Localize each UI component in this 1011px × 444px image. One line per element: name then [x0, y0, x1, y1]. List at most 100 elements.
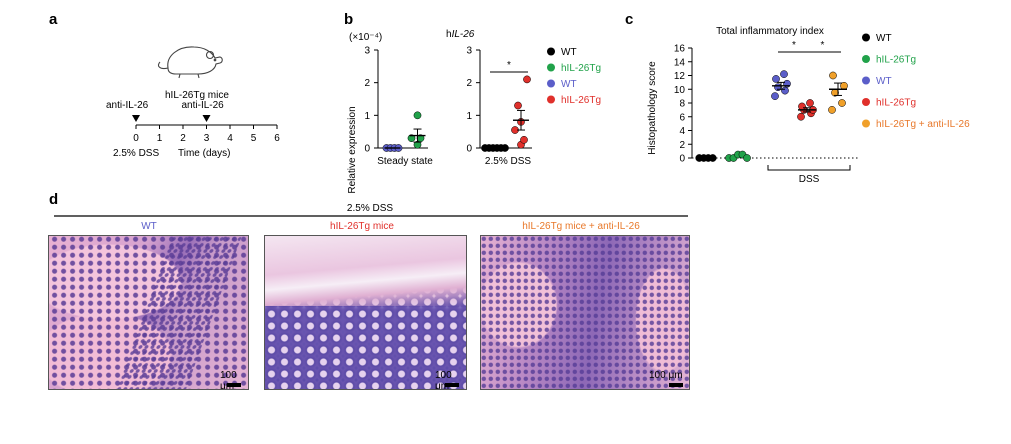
legend-label: WT — [876, 76, 892, 87]
timeline-tick-label: 3 — [204, 133, 210, 144]
y-tick-label: 10 — [674, 85, 686, 96]
y-tick-label: 3 — [364, 46, 370, 57]
panel-b-legend: WT hIL-26Tg WT hIL-26Tg — [547, 47, 601, 106]
micrograph-hil26tg: 100 μm — [264, 235, 467, 390]
legend-label: hIL-26Tg — [876, 55, 916, 66]
y-tick-label: 3 — [466, 46, 472, 57]
panel-c-plot: 0 2 4 6 8 10 12 14 16 * * DSS — [674, 40, 858, 185]
data-point — [806, 99, 814, 107]
y-tick-label: 2 — [364, 78, 370, 89]
image-title-hil26tg-anti: hIL-26Tg mice + anti-IL-26 — [522, 221, 640, 232]
data-point — [828, 106, 836, 114]
y-axis-label-c: Histopathology score — [647, 61, 658, 155]
legend-label: hIL-26Tg + anti-IL-26 — [876, 119, 970, 130]
scale-label-hil26tg-anti: 100 μm — [649, 370, 683, 381]
x-axis-label: Steady state — [377, 156, 433, 167]
timeline-tick-label: 6 — [274, 133, 280, 144]
legend-marker — [862, 55, 870, 63]
legend-marker — [547, 95, 555, 104]
legend-label: WT — [561, 79, 577, 90]
timeline-tick-label: 1 — [157, 133, 163, 144]
y-axis-label-b: Relative expression — [347, 106, 358, 193]
micrograph-wt: 100 μm — [48, 235, 249, 390]
panel-letter-c: c — [625, 11, 633, 28]
image-title-wt: WT — [141, 221, 157, 232]
y-tick-label: 2 — [466, 78, 472, 89]
data-point — [523, 75, 531, 84]
y-tick-label: 0 — [364, 144, 370, 155]
data-point — [771, 92, 779, 100]
timeline-tick-label: 2 — [180, 133, 186, 144]
mouse-label: hIL-26Tg mice — [165, 90, 229, 101]
significance-star: * — [507, 60, 511, 71]
timeline-tick-label: 0 — [133, 133, 139, 144]
data-point — [781, 86, 789, 95]
data-point — [708, 154, 717, 162]
mouse-icon — [157, 46, 223, 79]
y-tick-label: 4 — [679, 126, 685, 137]
data-point — [514, 101, 522, 110]
legend-label: hIL-26Tg — [561, 95, 601, 106]
data-point — [829, 71, 837, 80]
panel-c-legend: WT hIL-26Tg WT hIL-26Tg hIL-26Tg + anti-IL-2… — [862, 33, 970, 130]
data-point — [798, 102, 806, 111]
panel-letter-a: a — [49, 11, 58, 28]
y-tick-label: 2 — [679, 140, 685, 151]
scale-label-wt: 100 μm — [220, 370, 237, 390]
y-tick-label: 0 — [679, 154, 685, 165]
dss-label: 2.5% DSS — [113, 148, 159, 159]
panel-d-header: 2.5% DSS — [347, 203, 393, 214]
data-point — [772, 75, 780, 83]
legend-marker — [862, 119, 870, 128]
exponent-label: (×10⁻⁴) — [349, 32, 382, 43]
y-tick-label: 16 — [674, 44, 686, 55]
legend-label: hIL-26Tg — [561, 63, 601, 74]
y-tick-label: 1 — [364, 111, 370, 122]
data-point — [743, 154, 751, 162]
legend-label: hIL-26Tg — [876, 98, 916, 109]
gene-title: hIL-26 — [446, 29, 475, 40]
data-point — [838, 99, 846, 107]
time-label: Time (days) — [178, 148, 230, 159]
panel-b-plots: 0 1 2 3 Steady state 0 1 2 3 2.5% DSS * — [364, 46, 532, 167]
data-point — [407, 134, 416, 143]
scale-bar — [445, 383, 459, 387]
image-title-hil26tg: hIL-26Tg mice — [330, 221, 394, 232]
timeline-tick-label: 5 — [251, 133, 257, 144]
scale-label-hil26tg: 100 μm — [435, 370, 452, 390]
y-tick-label: 14 — [674, 57, 686, 68]
dss-bracket-label: DSS — [799, 174, 820, 185]
legend-label: WT — [876, 33, 892, 44]
significance-star: * — [792, 40, 796, 51]
legend-marker — [547, 79, 555, 88]
legend-label: WT — [561, 47, 577, 58]
legend-marker — [862, 33, 870, 42]
y-tick-label: 8 — [679, 99, 685, 110]
data-point — [797, 112, 805, 121]
event-label: anti-IL-26 — [182, 100, 225, 111]
y-tick-label: 0 — [466, 144, 472, 155]
event-arrow-icon — [132, 115, 140, 122]
legend-marker — [862, 98, 870, 106]
y-tick-label: 6 — [679, 112, 685, 123]
event-label: anti-IL-26 — [106, 100, 149, 111]
data-point — [413, 111, 422, 120]
legend-marker — [862, 76, 870, 85]
scale-bar — [669, 383, 683, 387]
x-axis-label: 2.5% DSS — [485, 156, 531, 167]
data-point — [780, 70, 788, 78]
event-arrow-icon — [202, 115, 211, 122]
y-tick-label: 1 — [466, 111, 472, 122]
legend-marker — [547, 63, 555, 72]
legend-marker — [547, 47, 555, 56]
timeline-tick-label: 4 — [227, 133, 233, 144]
chart-title-c: Total inflammatory index — [716, 26, 824, 37]
timeline: 0 1 2 3 4 5 6 anti-IL-26 anti-IL-26 2.5% DSS Time … — [106, 100, 280, 159]
scale-bar — [227, 383, 241, 387]
data-point — [520, 135, 528, 144]
panel-letter-d: d — [49, 191, 58, 208]
dss-bracket — [767, 165, 851, 171]
panel-letter-b: b — [344, 11, 353, 28]
micrograph-hil26tg-anti: 100 μm — [480, 235, 690, 390]
